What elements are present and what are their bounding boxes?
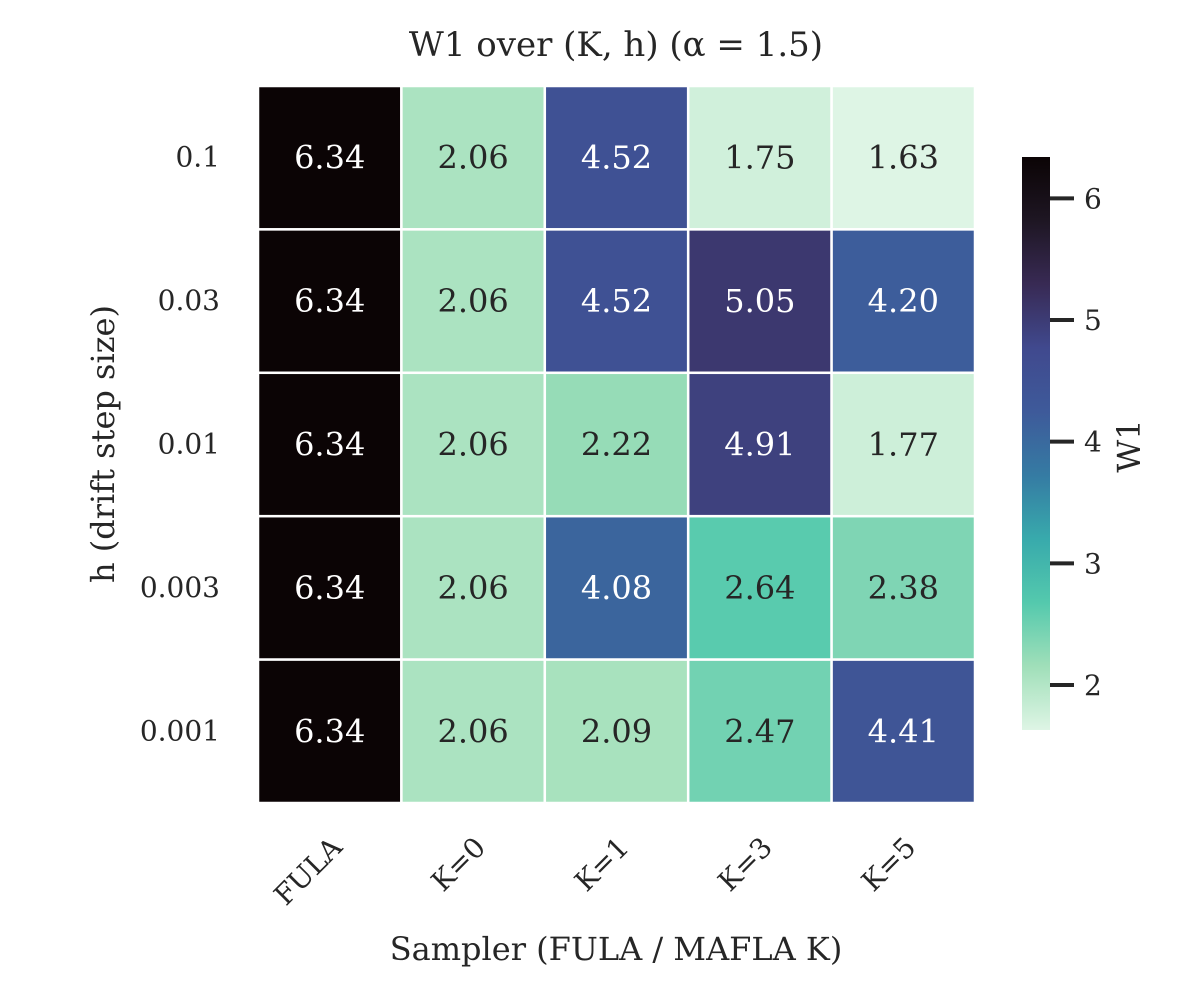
cell-value-label-r1-c4: 4.20 [868, 282, 939, 320]
cell-value-label-r1-c3: 5.05 [724, 282, 795, 320]
colorbar-ticks: 2 3 4 5 6 [1050, 182, 1102, 702]
x-tick-label-1: K=0 [425, 831, 492, 898]
chart-title: W1 over (K, h) (α = 1.5) [409, 25, 823, 65]
y-tick-label-2: 0.01 [158, 428, 220, 461]
cell-value-label-r2-c2: 2.22 [581, 426, 652, 464]
colorbar-tick-label-4: 6 [1084, 182, 1102, 215]
y-tick-labels: 0.1 0.03 0.01 0.003 0.001 [140, 141, 220, 748]
colorbar-tick-label-1: 3 [1084, 547, 1102, 580]
colorbar-tick-label-0: 2 [1084, 669, 1102, 702]
cell-value-label-r0-c0: 6.34 [294, 139, 365, 177]
cell-value-label-r2-c1: 2.06 [437, 426, 508, 464]
x-tick-label-2: K=1 [568, 831, 635, 898]
cell-value-label-r1-c0: 6.34 [294, 282, 365, 320]
cell-value-label-r4-c4: 4.41 [868, 712, 939, 750]
colorbar: 2 3 4 5 6 W1 [1022, 157, 1148, 730]
cell-value-label-r3-c4: 2.38 [868, 569, 939, 607]
heatmap-chart: W1 over (K, h) (α = 1.5) Sampler (FULA /… [0, 0, 1200, 1000]
cell-value-label-r2-c4: 1.77 [868, 426, 939, 464]
y-tick-label-1: 0.03 [158, 284, 220, 317]
heatmap-svg: W1 over (K, h) (α = 1.5) Sampler (FULA /… [0, 0, 1200, 1000]
cell-value-label-r0-c3: 1.75 [724, 139, 795, 177]
cell-value-label-r2-c3: 4.91 [724, 426, 795, 464]
colorbar-label: W1 [1110, 419, 1148, 472]
cell-value-label-r3-c1: 2.06 [437, 569, 508, 607]
cell-value-label-r3-c3: 2.64 [724, 569, 795, 607]
cell-value-label-r4-c3: 2.47 [724, 712, 795, 750]
x-tick-label-0: FULA [267, 830, 349, 912]
cell-value-label-r0-c1: 2.06 [437, 139, 508, 177]
cell-value-label-r4-c2: 2.09 [581, 712, 652, 750]
cell-value-label-r2-c0: 6.34 [294, 426, 365, 464]
cell-value-label-r0-c4: 1.63 [868, 139, 939, 177]
cell-value-label-r4-c1: 2.06 [437, 712, 508, 750]
y-tick-label-4: 0.001 [140, 714, 220, 747]
colorbar-tick-label-3: 5 [1084, 304, 1102, 337]
cell-value-label-r1-c2: 4.52 [581, 282, 652, 320]
x-axis-label: Sampler (FULA / MAFLA K) [390, 930, 843, 968]
colorbar-tick-label-2: 4 [1084, 426, 1102, 459]
cell-value-label-r4-c0: 6.34 [294, 712, 365, 750]
y-tick-label-0: 0.1 [175, 141, 220, 174]
x-tick-label-4: K=5 [855, 831, 922, 898]
cell-value-label-r0-c2: 4.52 [581, 139, 652, 177]
colorbar-gradient [1022, 157, 1050, 730]
y-axis-label: h (drift step size) [84, 305, 122, 583]
cell-value-label-r3-c2: 4.08 [581, 569, 652, 607]
heatmap-cells: 6.34 2.06 4.52 1.75 1.63 6.34 2.06 4.52 5.05 4.20… [258, 86, 975, 803]
cell-value-label-r3-c0: 6.34 [294, 569, 365, 607]
x-tick-labels: FULA K=0 K=1 K=3 K=5 [267, 830, 922, 912]
cell-value-label-r1-c1: 2.06 [437, 282, 508, 320]
x-tick-label-3: K=3 [712, 831, 779, 898]
y-tick-label-3: 0.003 [140, 571, 220, 604]
